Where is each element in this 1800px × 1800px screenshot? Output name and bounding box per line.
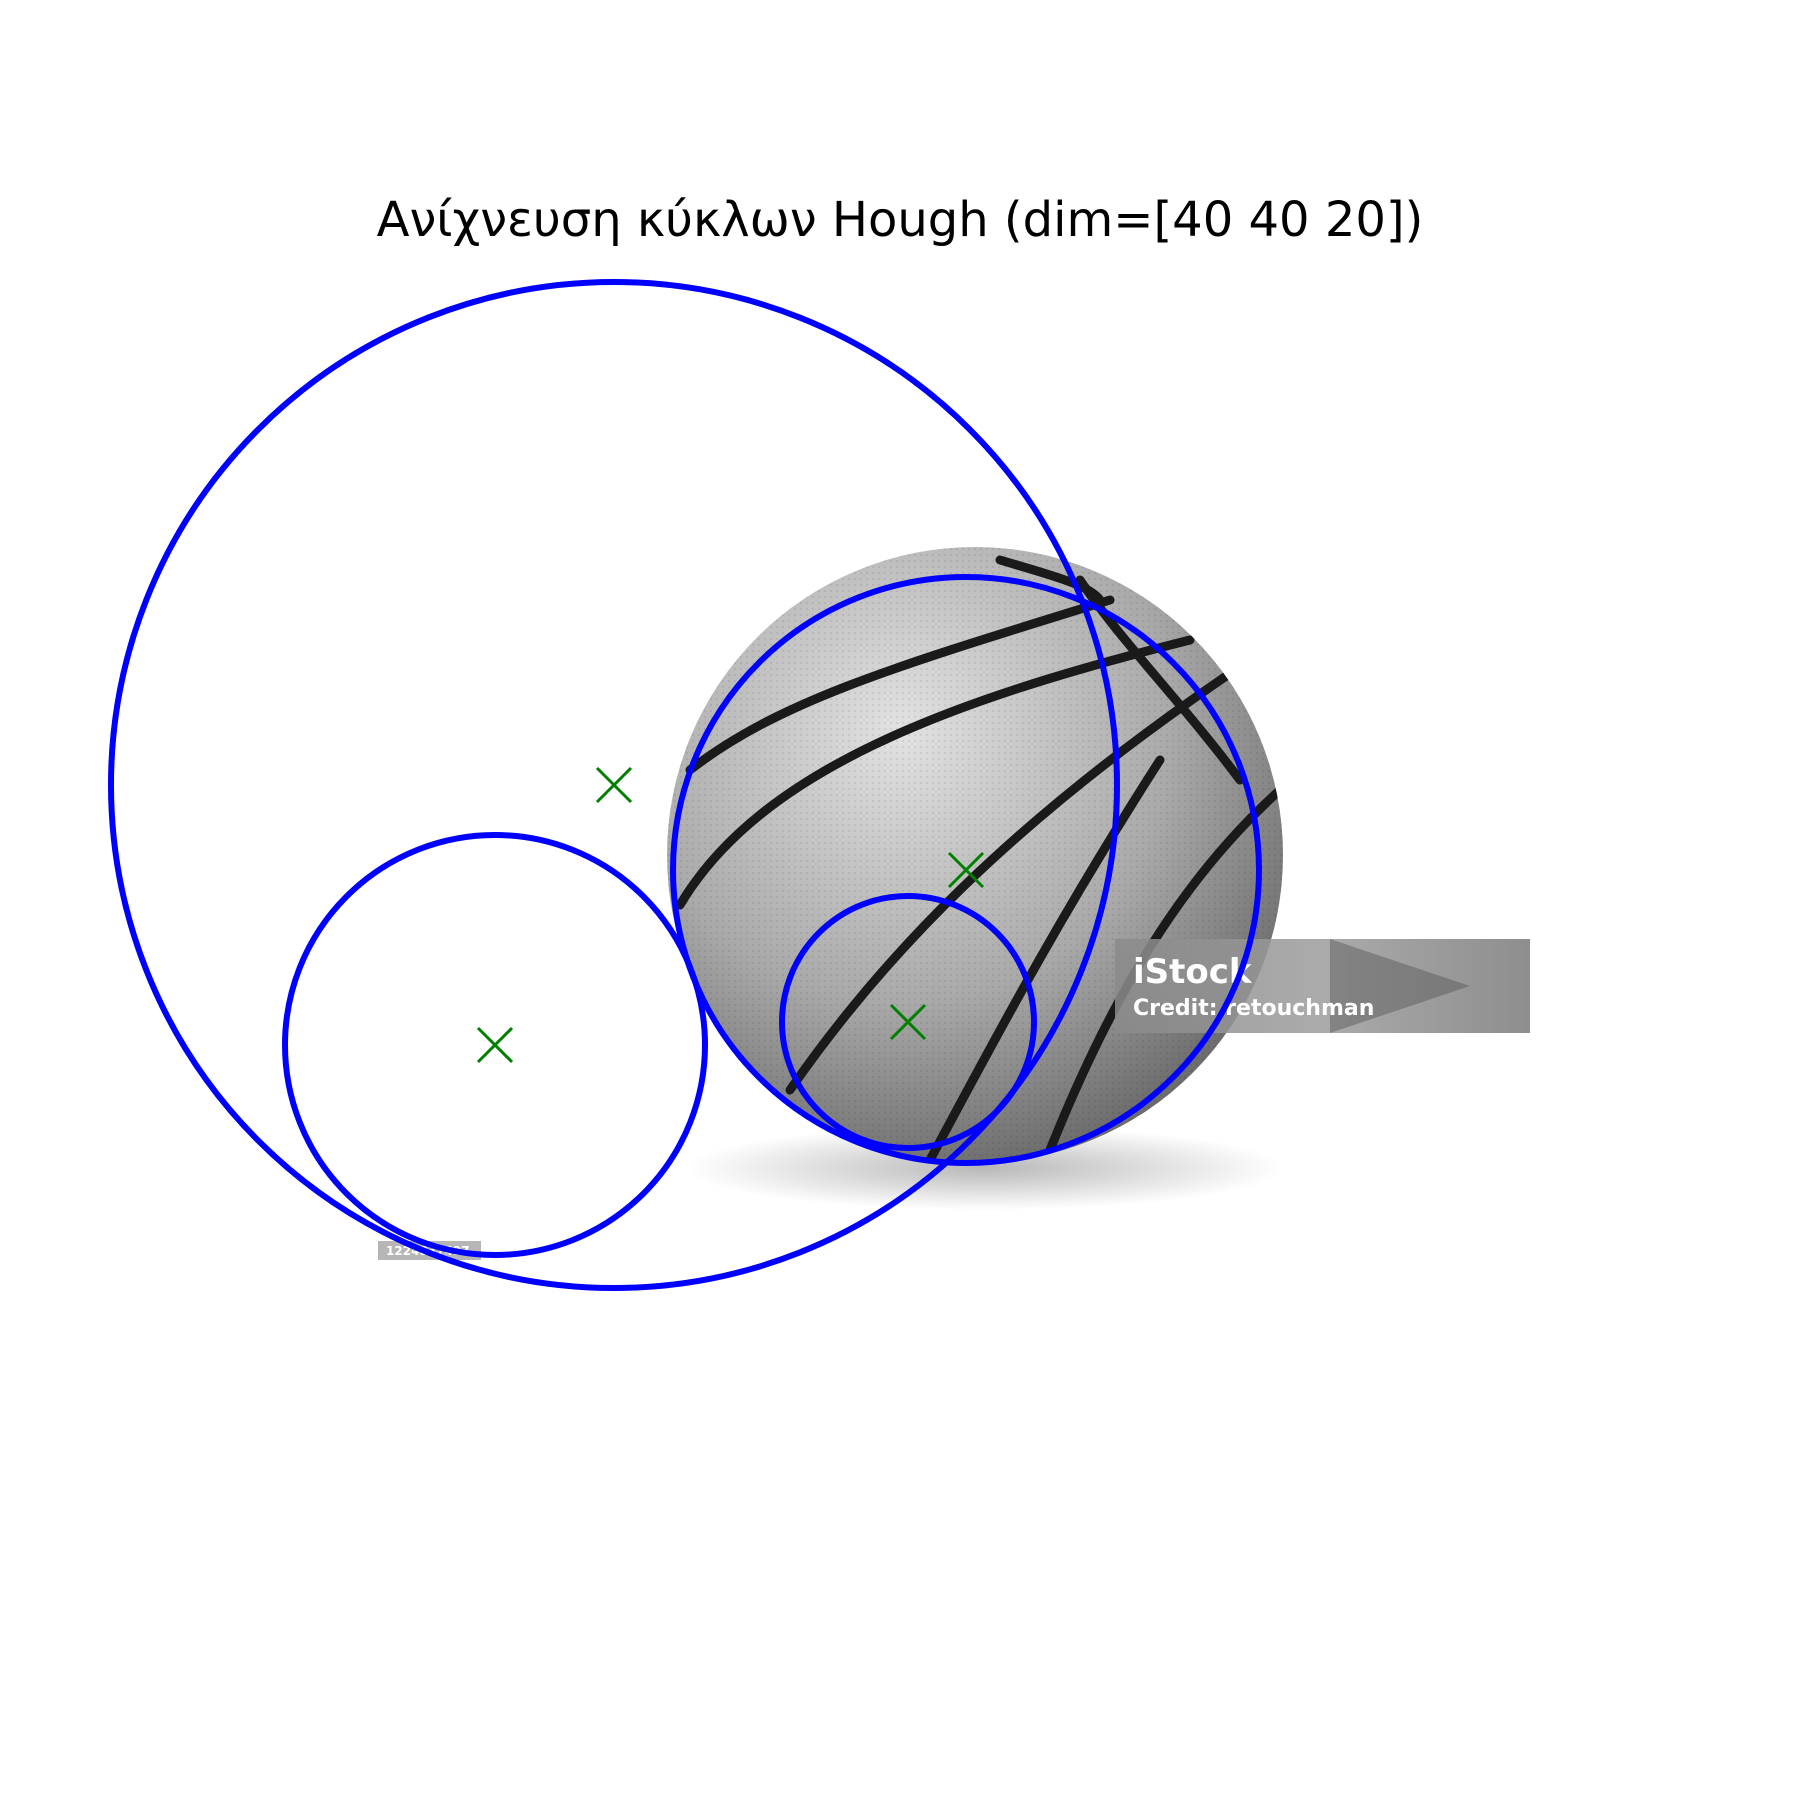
watermark-credit: Credit: retouchman [1133,996,1374,1021]
circle-ball-center-marker-icon [947,851,985,889]
figure-title: Ανίχνευση κύκλων Hough (dim=[40 40 20]) [376,192,1424,248]
circle-large-center-marker-icon [595,766,633,804]
circle-small [779,893,1037,1151]
circle-left [282,832,708,1258]
detections-layer [108,279,1262,1291]
circle-left-center-marker-icon [476,1026,514,1064]
ball-shadow [685,1126,1285,1210]
circle-ball [670,574,1262,1166]
circle-large [108,279,1120,1291]
circle-small-center-marker-icon [889,1003,927,1041]
istock-watermark: iStock Credit: retouchman [1115,939,1530,1033]
basketball-icon [667,547,1283,1163]
